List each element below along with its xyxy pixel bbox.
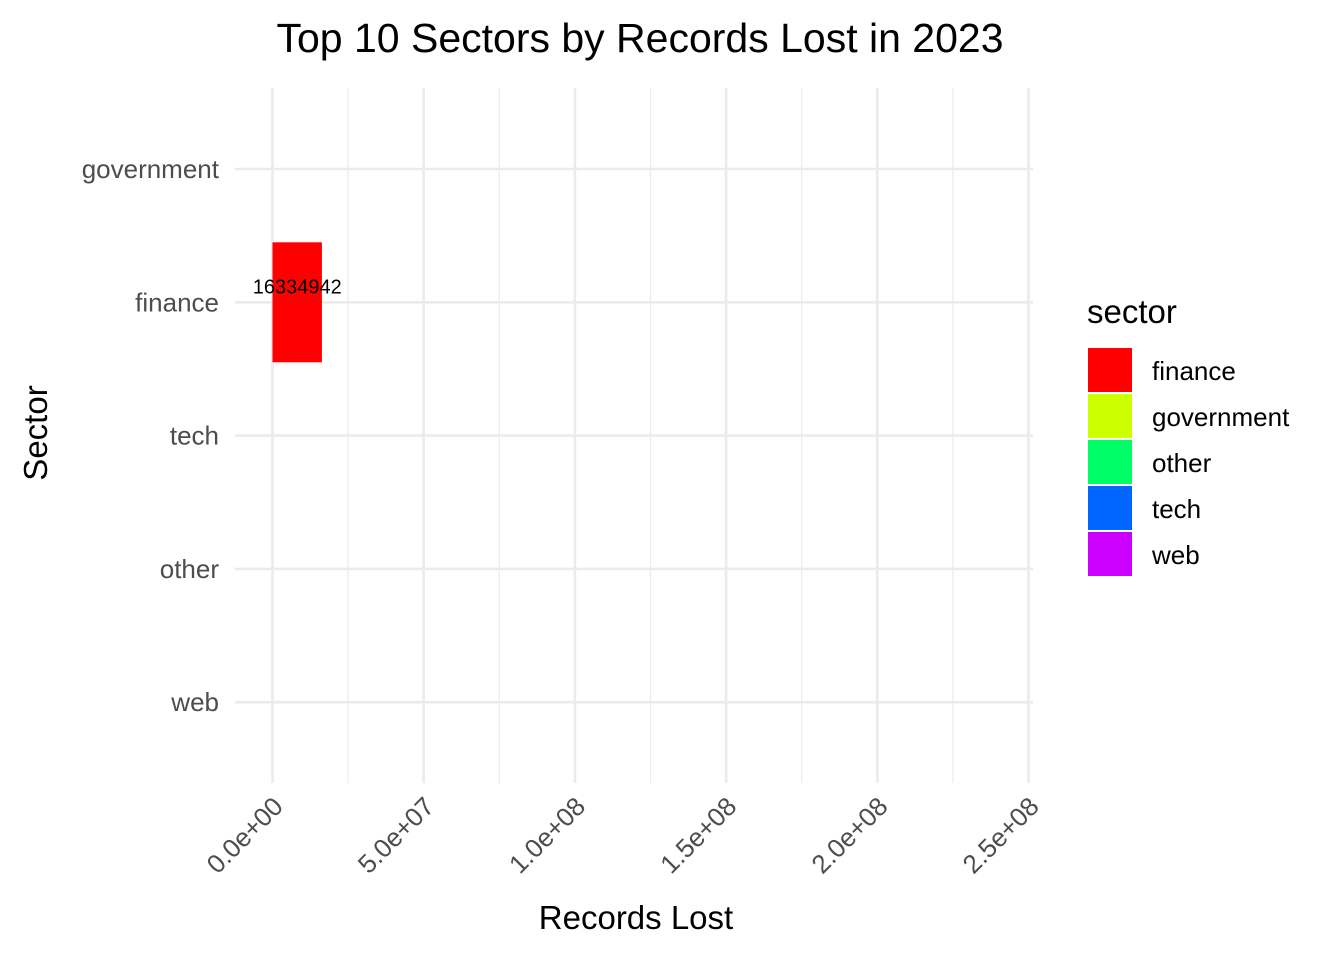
y-axis: government finance tech other web (82, 154, 220, 717)
y-tick-label: web (170, 687, 219, 717)
legend-key-web (1088, 532, 1132, 576)
legend: sector finance government other tech web (1087, 293, 1290, 576)
x-axis: 0.0e+00 5.0e+07 1.0e+08 1.5e+08 2.0e+08 2.5e+… (201, 791, 1045, 879)
bars (272, 242, 322, 363)
legend-key-tech (1088, 486, 1132, 530)
x-tick-label: 1.0e+08 (503, 791, 591, 879)
x-tick-label: 1.5e+08 (654, 791, 742, 879)
legend-label: other (1152, 448, 1212, 478)
bar-finance (272, 242, 322, 363)
x-tick-label: 5.0e+07 (352, 791, 440, 879)
y-tick-label: government (82, 154, 220, 184)
legend-key-government (1088, 394, 1132, 438)
legend-label: finance (1152, 356, 1236, 386)
y-tick-label: other (160, 554, 220, 584)
x-axis-title: Records Lost (539, 899, 733, 936)
x-tick-label: 2.5e+08 (957, 791, 1045, 879)
x-tick-label: 2.0e+08 (805, 791, 893, 879)
legend-label: government (1152, 402, 1290, 432)
x-tick-label: 0.0e+00 (201, 791, 289, 879)
legend-label: tech (1152, 494, 1201, 524)
legend-label: web (1151, 540, 1200, 570)
legend-title: sector (1087, 293, 1177, 330)
y-axis-title: Sector (17, 385, 54, 480)
bar-value-label: 16334942 (253, 276, 342, 298)
data-labels: 16334942 (253, 276, 342, 298)
grid (235, 88, 1033, 783)
legend-key-finance (1088, 348, 1132, 392)
y-tick-label: finance (135, 287, 219, 317)
legend-key-other (1088, 440, 1132, 484)
y-tick-label: tech (170, 421, 219, 451)
chart-title: Top 10 Sectors by Records Lost in 2023 (276, 15, 1003, 61)
